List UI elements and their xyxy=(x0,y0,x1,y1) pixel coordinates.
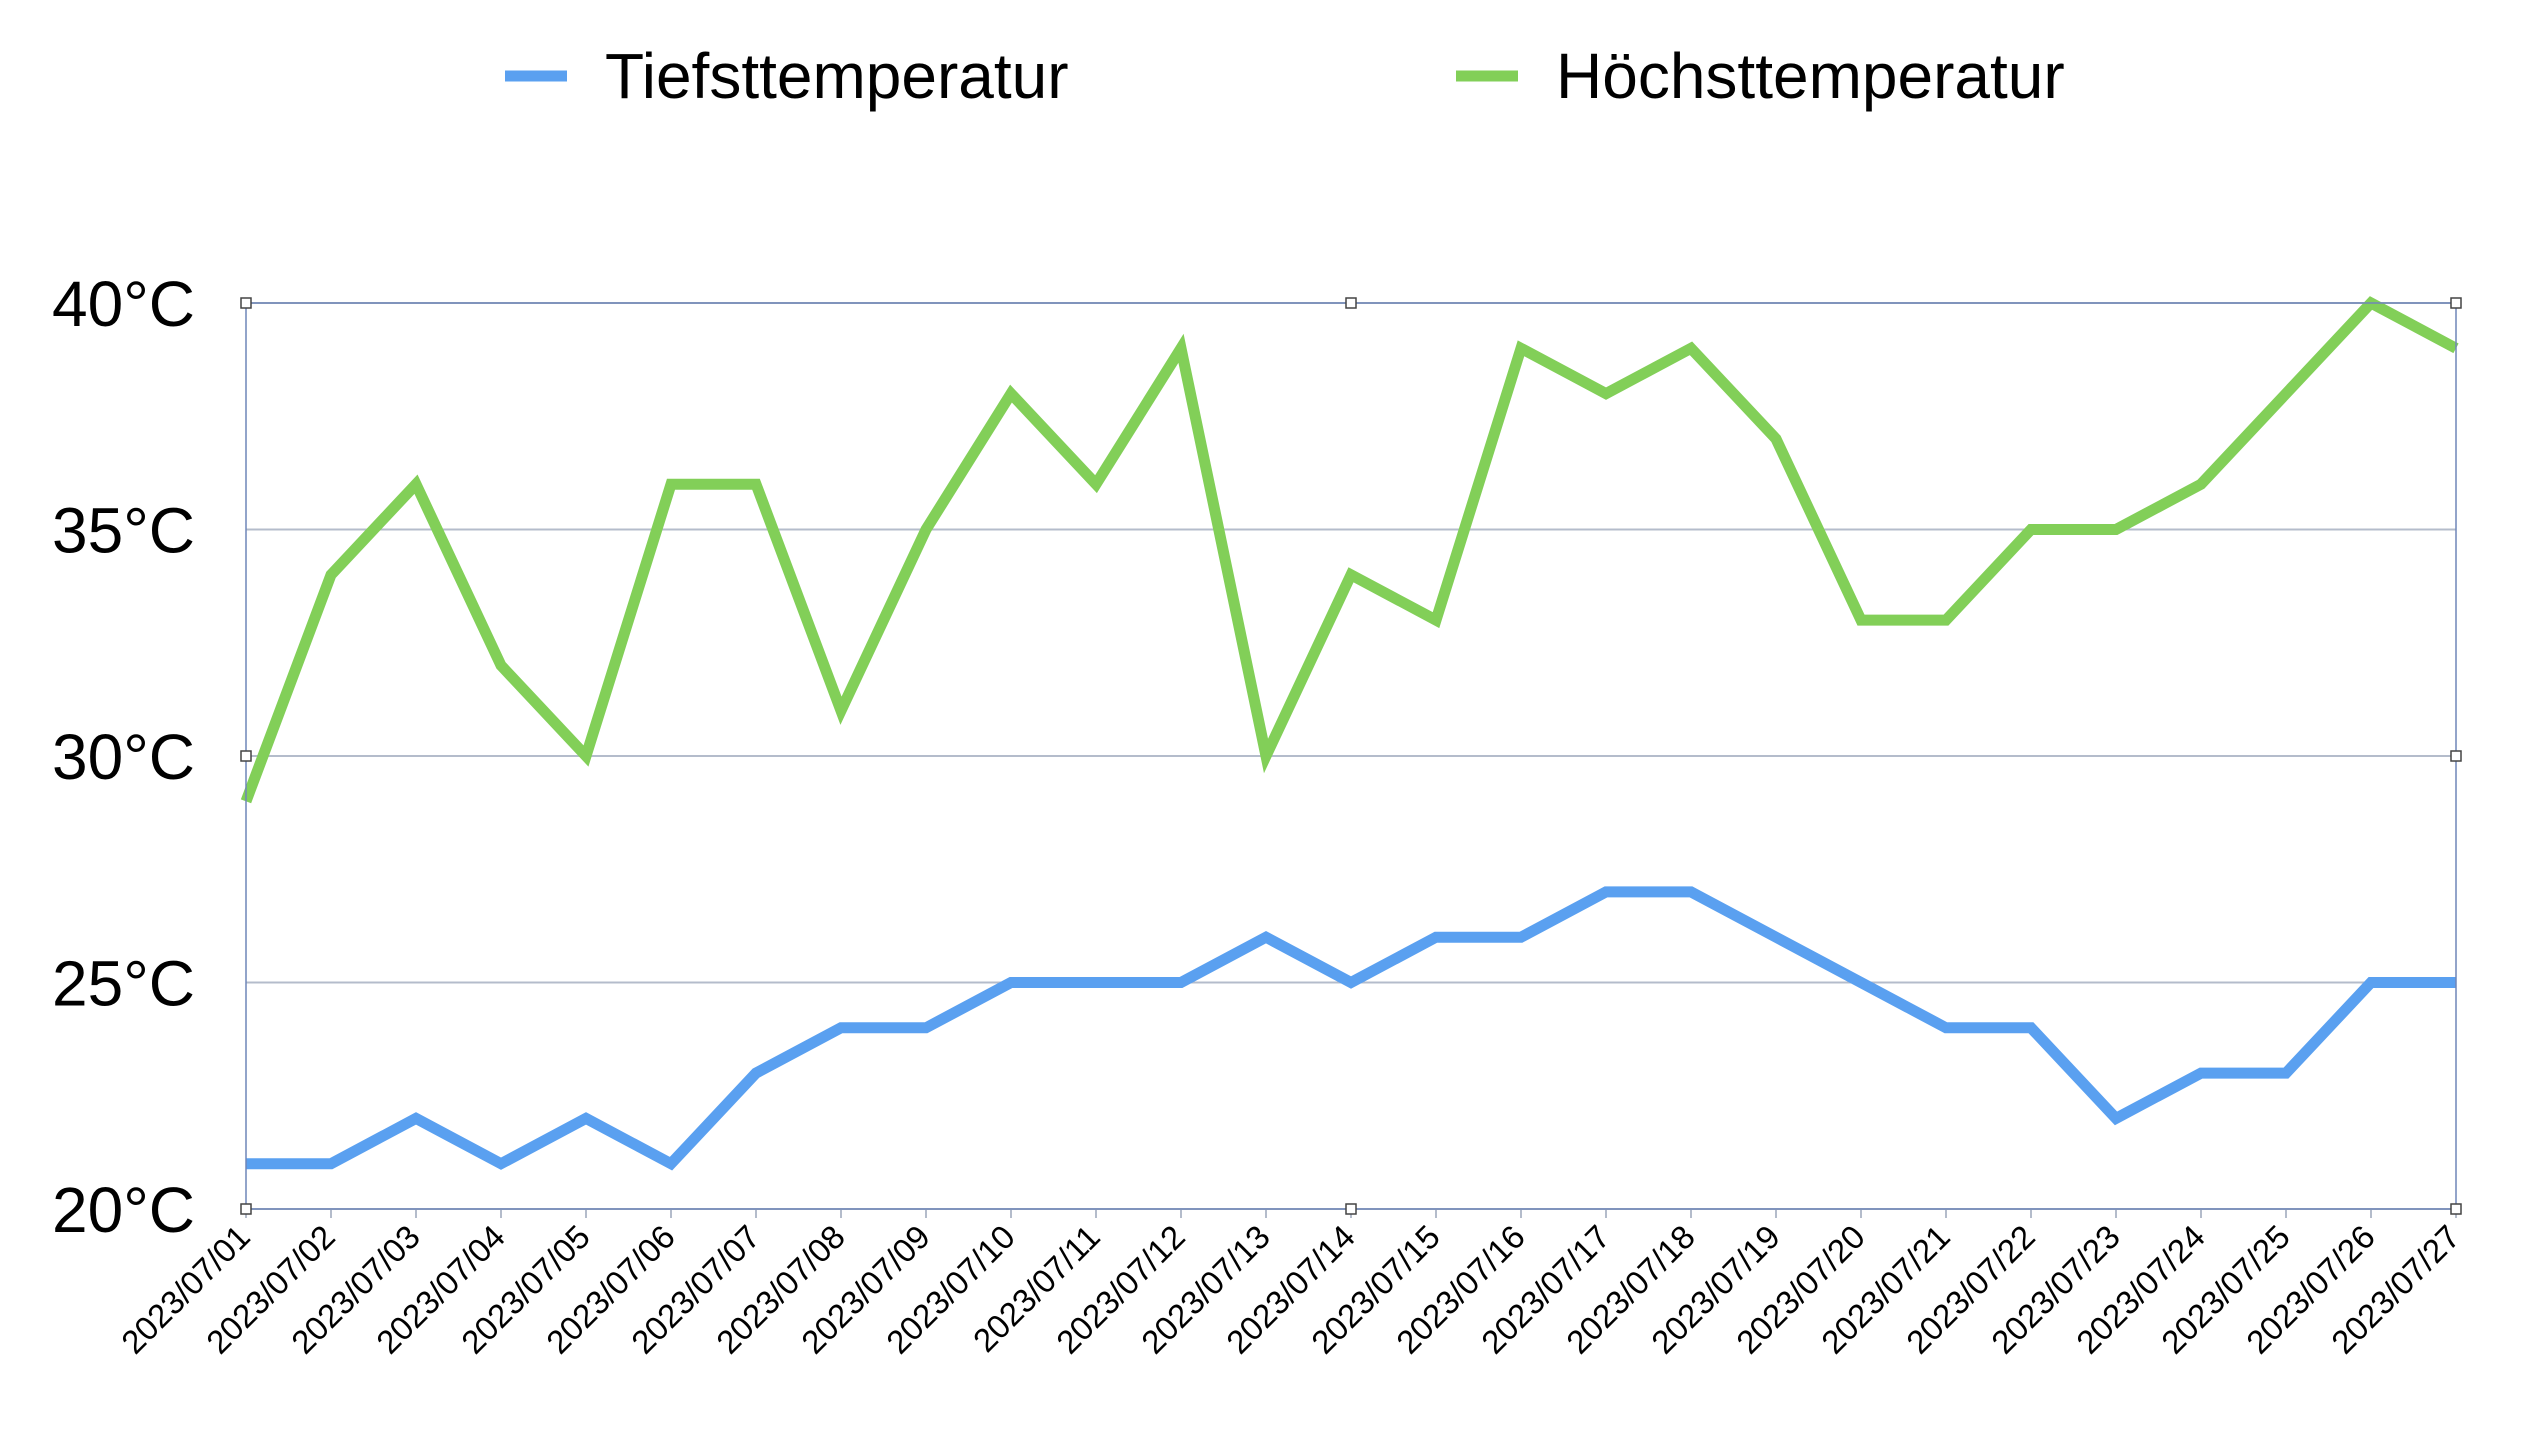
grid-lines xyxy=(246,302,2456,1210)
data-point xyxy=(580,1112,592,1124)
data-point xyxy=(1345,569,1357,581)
data-point xyxy=(1515,342,1527,354)
data-point xyxy=(1260,750,1272,762)
data-point xyxy=(1175,342,1187,354)
data-point xyxy=(1430,931,1442,943)
resize-handle[interactable] xyxy=(240,297,252,309)
data-point xyxy=(2110,1112,2122,1124)
resize-handle[interactable] xyxy=(2450,1203,2462,1215)
data-point xyxy=(325,1158,337,1170)
series-line-hoechsttemperatur xyxy=(240,296,2459,804)
data-point xyxy=(1175,977,1187,989)
data-point xyxy=(2195,1067,2207,1079)
data-point xyxy=(2365,977,2377,989)
data-point xyxy=(750,478,762,490)
data-point xyxy=(2280,1067,2292,1079)
y-tick-label: 20°C xyxy=(52,1174,195,1246)
data-point xyxy=(2110,524,2122,536)
data-point xyxy=(495,1158,507,1170)
data-point xyxy=(1090,977,1102,989)
series-line-tiefsttemperatur xyxy=(246,886,2456,1171)
data-point xyxy=(2025,524,2037,536)
data-point xyxy=(1430,614,1442,626)
data-point xyxy=(1770,931,1782,943)
data-point xyxy=(410,1112,422,1124)
data-point xyxy=(1940,1022,1952,1034)
data-point xyxy=(835,705,847,717)
y-tick-label: 30°C xyxy=(52,721,195,793)
data-point xyxy=(1090,478,1102,490)
data-point xyxy=(665,478,677,490)
data-point xyxy=(1260,931,1272,943)
series-lines xyxy=(240,296,2459,1171)
data-point xyxy=(1600,886,1612,898)
data-point xyxy=(1600,388,1612,400)
data-point xyxy=(410,478,422,490)
data-point xyxy=(920,524,932,536)
resize-handle[interactable] xyxy=(1345,1203,1357,1215)
data-point xyxy=(2025,1022,2037,1034)
data-point xyxy=(1855,977,1867,989)
plot-frame xyxy=(240,297,2462,1215)
data-point xyxy=(1685,886,1697,898)
resize-handle[interactable] xyxy=(2450,750,2462,762)
data-point xyxy=(1005,977,1017,989)
legend-label: Tiefsttemperatur xyxy=(605,40,1069,112)
y-tick-label: 40°C xyxy=(52,268,195,340)
resize-handle[interactable] xyxy=(240,1203,252,1215)
data-point xyxy=(665,1158,677,1170)
resize-handle[interactable] xyxy=(2450,297,2462,309)
data-point xyxy=(920,1022,932,1034)
legend-label: Höchsttemperatur xyxy=(1556,40,2065,112)
data-point xyxy=(1940,614,1952,626)
data-point xyxy=(1005,388,1017,400)
data-point xyxy=(325,569,337,581)
data-point xyxy=(580,750,592,762)
data-point xyxy=(2280,388,2292,400)
x-axis: 2023/07/012023/07/022023/07/032023/07/04… xyxy=(114,1209,2467,1361)
y-axis: 20°C 25°C 30°C 35°C 40°C xyxy=(52,268,195,1246)
data-point xyxy=(495,659,507,671)
data-point xyxy=(1685,342,1697,354)
data-point xyxy=(1345,977,1357,989)
data-point xyxy=(1515,931,1527,943)
data-point xyxy=(750,1067,762,1079)
data-point xyxy=(2195,478,2207,490)
legend: Tiefsttemperatur Höchsttemperatur xyxy=(505,40,2065,112)
y-tick-label: 25°C xyxy=(52,948,195,1020)
resize-handle[interactable] xyxy=(1345,297,1357,309)
resize-handle[interactable] xyxy=(240,750,252,762)
data-point xyxy=(1855,614,1867,626)
data-point xyxy=(835,1022,847,1034)
y-tick-label: 35°C xyxy=(52,495,195,567)
data-point xyxy=(1770,433,1782,445)
